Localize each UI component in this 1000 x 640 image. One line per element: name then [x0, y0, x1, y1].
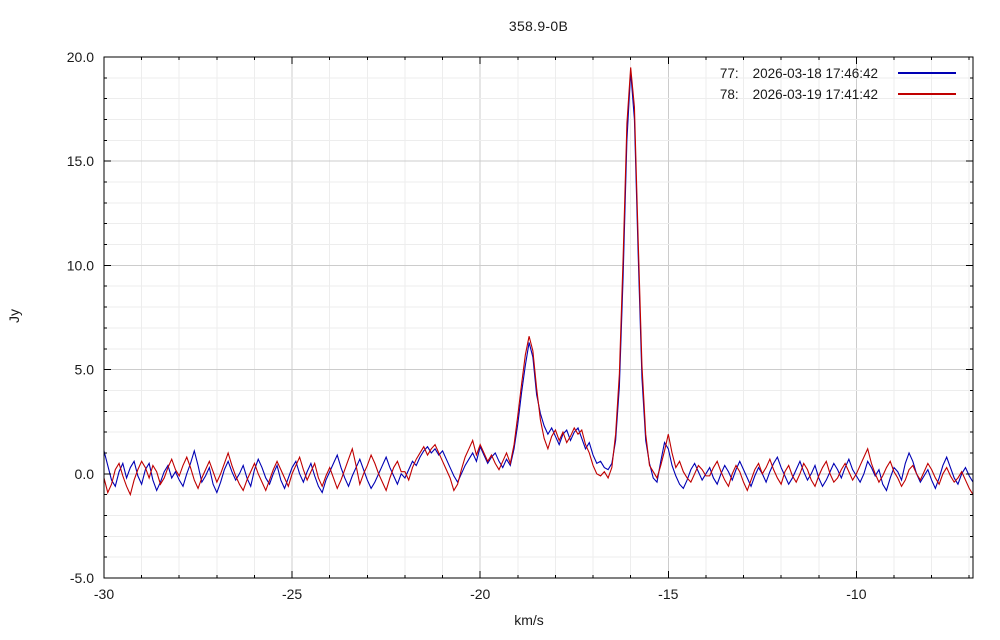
x-tick-label: -30 [94, 586, 114, 602]
legend-series-timestamp: 2026-03-18 17:46:42 [752, 65, 878, 81]
plot-border [103, 56, 974, 579]
legend-line-sample-77 [898, 72, 956, 74]
chart-title: 358.9-0B [508, 18, 569, 34]
y-tick-label: 15.0 [67, 153, 94, 169]
legend-series-index: 78: [719, 86, 739, 102]
x-tick-label: -15 [658, 586, 678, 602]
legend-item-77: 77: 2026-03-18 17:46:42 [720, 64, 956, 82]
series-line-0 [103, 71, 974, 495]
y-tick-label: 5.0 [75, 362, 95, 378]
x-tick-label: -20 [470, 586, 490, 602]
legend-line-sample-78 [898, 93, 956, 95]
legend-series-timestamp: 2026-03-19 17:41:42 [752, 86, 878, 102]
y-tick-label: 10.0 [67, 257, 94, 273]
series-line-1 [103, 67, 974, 497]
legend-item-78: 78: 2026-03-19 17:41:42 [720, 85, 956, 103]
x-axis-label: km/s [514, 612, 544, 628]
y-tick-label: 0.0 [75, 466, 95, 482]
legend-series-index: 77: [719, 65, 739, 81]
x-tick-label: -25 [282, 586, 302, 602]
y-tick-label: -5.0 [70, 570, 94, 586]
x-tick-label: -10 [846, 586, 866, 602]
y-tick-label: 20.0 [67, 49, 94, 65]
legend: 77: 2026-03-18 17:46:42 78: 2026-03-19 17:… [720, 64, 956, 103]
